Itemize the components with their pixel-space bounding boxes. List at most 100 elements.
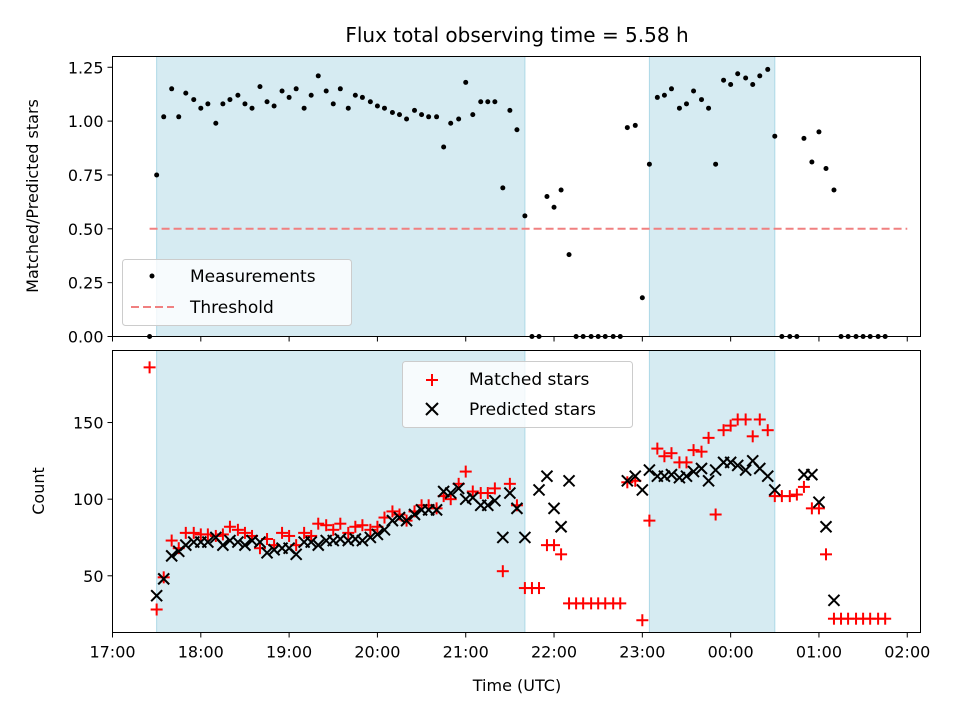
measurement-point bbox=[345, 105, 351, 111]
matched-stars-point bbox=[364, 523, 377, 536]
legend-predicted-marker bbox=[425, 402, 439, 416]
x-tick-label: 17:00 bbox=[89, 643, 135, 662]
cross-b bbox=[267, 543, 281, 556]
measurement-point bbox=[463, 79, 469, 85]
cross-b bbox=[364, 531, 377, 544]
predicted-stars-point bbox=[643, 463, 656, 477]
cross-b bbox=[695, 462, 708, 475]
matched-stars-point bbox=[223, 520, 236, 533]
measurement-point bbox=[205, 101, 211, 107]
predicted-stars-point bbox=[621, 474, 634, 487]
cross-b bbox=[680, 469, 693, 483]
measurement-point bbox=[699, 97, 705, 103]
matched-stars-point bbox=[165, 534, 178, 547]
cross-b bbox=[371, 528, 384, 541]
predicted-stars-point bbox=[488, 494, 502, 507]
count-panel: 50 100 150 17:00 18:00 19:00 20:00 21:00 22:00 23… bbox=[29, 350, 930, 662]
cross-b bbox=[165, 549, 178, 563]
predicted-stars-point bbox=[364, 531, 377, 544]
measurement-point bbox=[257, 84, 263, 90]
chart-title: Flux total observing time = 5.58 h bbox=[345, 23, 688, 47]
x-tick-label: 01:00 bbox=[796, 643, 842, 662]
measurement-point bbox=[448, 120, 454, 126]
predicted-stars-point bbox=[503, 486, 517, 500]
y-tick-label: 50 bbox=[83, 567, 103, 586]
count-legend-box bbox=[402, 361, 633, 428]
measurement-point bbox=[743, 75, 749, 81]
measurement-point bbox=[264, 99, 270, 105]
cross-b bbox=[629, 469, 642, 483]
predicted-stars-point bbox=[312, 538, 325, 552]
measurement-point bbox=[279, 88, 285, 94]
cross-b bbox=[304, 535, 318, 549]
predicted-stars-point bbox=[150, 589, 163, 602]
matched-stars-point bbox=[334, 517, 347, 530]
measurement-point bbox=[235, 92, 241, 98]
cross-b bbox=[437, 485, 450, 498]
x-tick-label: 22:00 bbox=[531, 643, 577, 662]
measurement-point bbox=[470, 112, 476, 118]
x-tick-label: 21:00 bbox=[443, 643, 489, 662]
matched-stars-point bbox=[702, 431, 715, 444]
matched-stars-point bbox=[555, 548, 568, 561]
ratio-y-label: Matched/Predicted stars bbox=[23, 99, 42, 293]
matched-stars-point bbox=[614, 597, 627, 610]
measurement-point bbox=[242, 101, 248, 107]
x-tick-label: 02:00 bbox=[884, 643, 930, 662]
measurement-point bbox=[507, 107, 513, 113]
cross-b bbox=[260, 546, 274, 560]
measurement-point bbox=[632, 122, 638, 128]
matched-stars-point bbox=[349, 520, 362, 533]
measurement-point bbox=[522, 213, 528, 219]
cross-b bbox=[216, 538, 230, 552]
measurement-point bbox=[396, 112, 402, 118]
predicted-stars-point bbox=[481, 499, 495, 512]
predicted-stars-point bbox=[739, 463, 752, 477]
predicted-stars-point bbox=[386, 514, 399, 527]
cross-b bbox=[562, 474, 576, 487]
matched-stars-point bbox=[187, 526, 200, 539]
cross-b bbox=[496, 531, 510, 544]
predicted-stars-point bbox=[702, 474, 715, 487]
matched-stars-point bbox=[643, 514, 656, 527]
ratio-plot-frame bbox=[112, 56, 921, 337]
predicted-stars-point bbox=[289, 548, 303, 561]
matched-stars-point bbox=[231, 523, 244, 536]
measurement-point bbox=[668, 86, 674, 92]
matched-stars-point bbox=[753, 413, 766, 426]
predicted-stars-point bbox=[695, 462, 708, 475]
predicted-stars-point bbox=[179, 538, 193, 552]
ratio-axes: 0.00 0.25 0.50 0.75 1.00 1.25 bbox=[68, 58, 908, 347]
predicted-stars-point bbox=[393, 511, 406, 524]
y-tick-label: 0.75 bbox=[68, 166, 104, 185]
matched-stars-point bbox=[680, 456, 693, 469]
measurement-point bbox=[456, 116, 462, 122]
cross-b bbox=[827, 594, 841, 607]
ratio-legend: Measurements Threshold bbox=[122, 259, 352, 326]
measurement-point bbox=[412, 107, 418, 113]
matched-stars-point bbox=[327, 523, 340, 536]
measurement-point bbox=[735, 71, 741, 77]
matched-stars-point bbox=[746, 430, 759, 443]
matched-stars-point bbox=[739, 413, 752, 426]
cross-b bbox=[540, 469, 554, 483]
predicted-stars-point bbox=[768, 483, 782, 497]
measurement-point bbox=[639, 295, 645, 301]
predicted-stars-point bbox=[496, 531, 510, 544]
cross-b bbox=[430, 503, 443, 517]
measurement-point bbox=[772, 133, 778, 139]
matched-stars-point bbox=[790, 488, 803, 501]
matched-stars-point bbox=[717, 424, 730, 437]
cross-b bbox=[444, 486, 457, 500]
measurement-point bbox=[661, 92, 667, 98]
predicted-stars-point bbox=[304, 535, 318, 549]
predicted-stars-point bbox=[812, 496, 826, 509]
cross-b bbox=[761, 469, 774, 483]
cross-b bbox=[554, 520, 568, 533]
cross-b bbox=[812, 496, 826, 509]
predicted-stars-point bbox=[731, 459, 744, 472]
measurement-point bbox=[198, 105, 204, 111]
x-tick-label: 19:00 bbox=[266, 643, 312, 662]
cross-b bbox=[282, 541, 296, 555]
legend-matched-marker bbox=[426, 374, 438, 386]
